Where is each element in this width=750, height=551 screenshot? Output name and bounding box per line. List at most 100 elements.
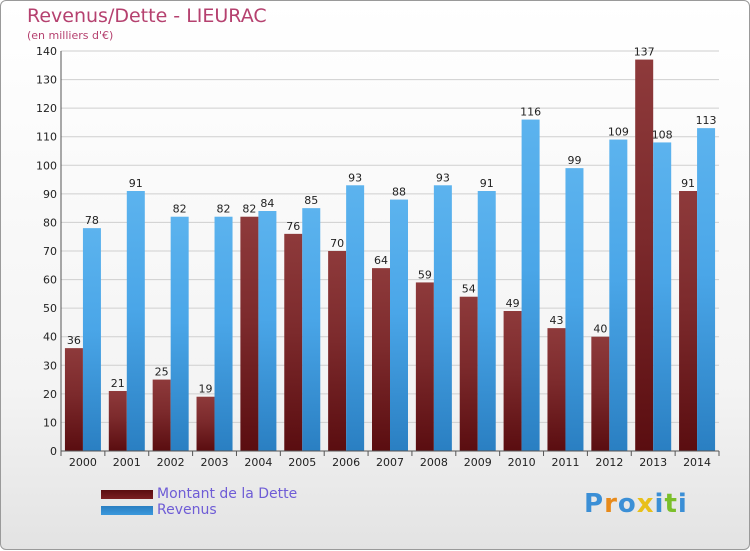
- y-tick-label: 130: [36, 74, 57, 87]
- chart-title: Revenus/Dette - LIEURAC: [27, 5, 267, 27]
- y-tick-label: 10: [43, 416, 57, 429]
- logo-letter: P: [584, 489, 605, 519]
- bar-dette: [284, 233, 303, 451]
- bar-dette: [635, 59, 654, 451]
- legend-label-revenus: Revenus: [157, 502, 217, 518]
- proxiti-logo: Proxiti: [584, 489, 688, 519]
- bar-dette: [64, 348, 83, 451]
- data-label-revenus: 113: [696, 114, 717, 127]
- bar-dette: [240, 216, 259, 451]
- y-tick-label: 80: [43, 216, 57, 229]
- data-label-dette: 91: [681, 177, 695, 190]
- data-labels: 36 78 21 91 25 82 19 82 82 84 76 85 70 93 64 88 59 93 54 91…: [67, 46, 717, 396]
- bars: [64, 59, 716, 452]
- bar-revenus: [697, 128, 716, 451]
- bar-revenus: [82, 228, 101, 451]
- y-tick-label: 120: [36, 102, 57, 115]
- bar-dette: [503, 311, 522, 451]
- bar-revenus: [126, 191, 145, 451]
- bar-revenus: [346, 185, 365, 452]
- data-label-revenus: 82: [173, 203, 187, 216]
- bar-revenus: [170, 216, 189, 451]
- bar-revenus: [433, 185, 452, 452]
- legend-label-dette: Montant de la Dette: [157, 486, 298, 502]
- data-label-revenus: 93: [348, 171, 362, 184]
- data-label-revenus: 78: [85, 214, 99, 227]
- logo-letter: r: [604, 489, 618, 519]
- bar-revenus: [258, 211, 277, 451]
- bar-dette: [679, 191, 698, 451]
- y-tick-label: 90: [43, 188, 57, 201]
- logo-letter: t: [664, 489, 678, 519]
- data-label-revenus: 91: [129, 177, 143, 190]
- y-tick-label: 70: [43, 245, 57, 258]
- x-tick-label: 2011: [551, 456, 579, 469]
- bar-revenus: [390, 199, 408, 451]
- data-label-dette: 21: [111, 377, 125, 390]
- bar-revenus: [477, 191, 496, 451]
- x-tick-label: 2010: [508, 456, 536, 469]
- data-label-dette: 76: [286, 220, 300, 233]
- data-label-revenus: 93: [436, 171, 450, 184]
- x-tick-label: 2000: [69, 456, 97, 469]
- y-tick-label: 50: [43, 302, 57, 315]
- bar-dette: [459, 296, 478, 451]
- x-tick-label: 2005: [288, 456, 316, 469]
- data-label-dette: 43: [549, 314, 563, 327]
- data-label-dette: 40: [593, 323, 607, 336]
- data-label-revenus: 99: [567, 154, 581, 167]
- logo-letter: i: [677, 489, 688, 519]
- data-label-revenus: 116: [520, 106, 541, 119]
- data-label-dette: 54: [462, 283, 476, 296]
- bar-dette: [415, 282, 434, 451]
- x-tick-label: 2004: [244, 456, 272, 469]
- bar-revenus: [302, 208, 321, 451]
- data-label-dette: 49: [506, 297, 520, 310]
- data-label-dette: 137: [634, 46, 655, 59]
- legend-swatch-dette: [101, 489, 153, 499]
- x-tick-label: 2013: [639, 456, 667, 469]
- bar-dette: [547, 328, 566, 451]
- data-label-dette: 82: [242, 203, 256, 216]
- bar-revenus: [214, 216, 233, 451]
- y-tick-label: 20: [43, 388, 57, 401]
- legend-swatch-revenus: [101, 505, 153, 515]
- y-tick-label: 30: [43, 359, 57, 372]
- data-label-revenus: 88: [392, 186, 406, 199]
- y-axis-ticks: 0 10 20 30 40 50 60 70 80 90 100 110 120 130 140: [36, 45, 57, 458]
- y-tick-label: 40: [43, 331, 57, 344]
- bar-revenus: [521, 119, 540, 452]
- data-label-dette: 59: [418, 268, 432, 281]
- chart-subtitle: (en milliers d'€): [27, 29, 114, 42]
- bar-dette: [196, 396, 215, 451]
- data-label-revenus: 84: [260, 197, 274, 210]
- bar-dette: [328, 251, 347, 451]
- x-tick-label: 2002: [157, 456, 185, 469]
- bar-dette: [108, 391, 127, 451]
- y-tick-label: 100: [36, 159, 57, 172]
- x-tick-label: 2001: [113, 456, 141, 469]
- logo-letter: i: [654, 489, 665, 519]
- data-label-revenus: 82: [217, 203, 231, 216]
- data-label-revenus: 91: [480, 177, 494, 190]
- x-tick-label: 2012: [595, 456, 623, 469]
- logo-letter: o: [617, 489, 637, 519]
- data-label-dette: 19: [199, 383, 213, 396]
- x-axis-ticks: 2000 2001 2002 2003 2004 2005 2006 2007 2008 2009…: [60, 451, 720, 469]
- data-label-revenus: 85: [304, 194, 318, 207]
- legend-item-dette: Montant de la Dette: [101, 486, 297, 502]
- legend: Montant de la Dette Revenus: [101, 486, 297, 518]
- x-tick-label: 2009: [464, 456, 492, 469]
- data-label-dette: 36: [67, 334, 81, 347]
- bar-revenus: [653, 142, 672, 451]
- x-tick-label: 2007: [376, 456, 404, 469]
- x-tick-label: 2006: [332, 456, 360, 469]
- data-label-revenus: 109: [608, 126, 629, 139]
- legend-item-revenus: Revenus: [101, 502, 297, 518]
- y-tick-label: 140: [36, 45, 57, 58]
- bar-revenus: [609, 139, 628, 452]
- logo-letter: x: [636, 489, 655, 519]
- data-label-revenus: 108: [652, 128, 673, 141]
- y-tick-label: 60: [43, 274, 57, 287]
